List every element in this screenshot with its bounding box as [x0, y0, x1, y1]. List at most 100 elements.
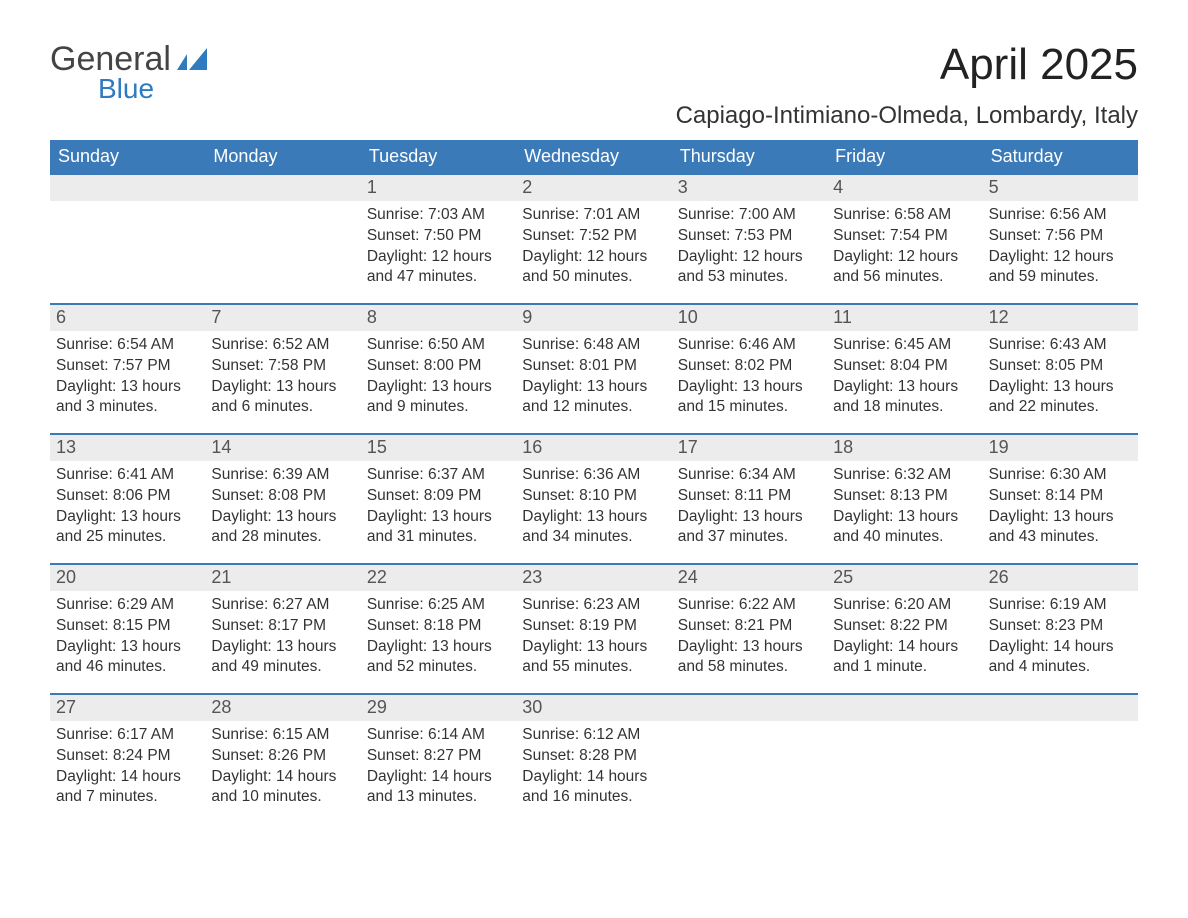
day-number: 15 [361, 435, 516, 461]
day-details: Sunrise: 6:17 AMSunset: 8:24 PMDaylight:… [50, 721, 205, 815]
sunrise-text: Sunrise: 6:50 AM [367, 335, 510, 355]
daylight-text: Daylight: 14 hours and 16 minutes. [522, 767, 665, 807]
calendar: Sunday Monday Tuesday Wednesday Thursday… [50, 140, 1138, 823]
day-cell: 5Sunrise: 6:56 AMSunset: 7:56 PMDaylight… [983, 175, 1138, 303]
daylight-text: Daylight: 13 hours and 31 minutes. [367, 507, 510, 547]
sunrise-text: Sunrise: 6:19 AM [989, 595, 1132, 615]
dayname-thu: Thursday [672, 140, 827, 173]
day-cell: 19Sunrise: 6:30 AMSunset: 8:14 PMDayligh… [983, 435, 1138, 563]
day-number: 28 [205, 695, 360, 721]
daylight-text: Daylight: 14 hours and 4 minutes. [989, 637, 1132, 677]
day-number: 1 [361, 175, 516, 201]
sunset-text: Sunset: 8:06 PM [56, 486, 199, 506]
daylight-text: Daylight: 13 hours and 52 minutes. [367, 637, 510, 677]
logo: General Blue [50, 40, 207, 105]
day-details: Sunrise: 6:27 AMSunset: 8:17 PMDaylight:… [205, 591, 360, 685]
day-details: Sunrise: 6:23 AMSunset: 8:19 PMDaylight:… [516, 591, 671, 685]
day-number: 8 [361, 305, 516, 331]
day-details: Sunrise: 6:41 AMSunset: 8:06 PMDaylight:… [50, 461, 205, 555]
week-row: 1Sunrise: 7:03 AMSunset: 7:50 PMDaylight… [50, 173, 1138, 303]
sunrise-text: Sunrise: 6:56 AM [989, 205, 1132, 225]
sunset-text: Sunset: 8:26 PM [211, 746, 354, 766]
day-details: Sunrise: 7:01 AMSunset: 7:52 PMDaylight:… [516, 201, 671, 295]
day-cell: 11Sunrise: 6:45 AMSunset: 8:04 PMDayligh… [827, 305, 982, 433]
sunset-text: Sunset: 8:23 PM [989, 616, 1132, 636]
day-number: 17 [672, 435, 827, 461]
sunset-text: Sunset: 8:21 PM [678, 616, 821, 636]
sunset-text: Sunset: 8:01 PM [522, 356, 665, 376]
day-cell: 8Sunrise: 6:50 AMSunset: 8:00 PMDaylight… [361, 305, 516, 433]
sunset-text: Sunset: 8:28 PM [522, 746, 665, 766]
sunset-text: Sunset: 7:52 PM [522, 226, 665, 246]
day-details: Sunrise: 6:25 AMSunset: 8:18 PMDaylight:… [361, 591, 516, 685]
day-number: 29 [361, 695, 516, 721]
sunrise-text: Sunrise: 6:54 AM [56, 335, 199, 355]
sunrise-text: Sunrise: 7:01 AM [522, 205, 665, 225]
sunrise-text: Sunrise: 6:45 AM [833, 335, 976, 355]
day-cell: 15Sunrise: 6:37 AMSunset: 8:09 PMDayligh… [361, 435, 516, 563]
day-details: Sunrise: 6:20 AMSunset: 8:22 PMDaylight:… [827, 591, 982, 685]
day-number: 30 [516, 695, 671, 721]
sunset-text: Sunset: 8:27 PM [367, 746, 510, 766]
day-cell: 26 Sunrise: 6:19 AMSunset: 8:23 PMDayligh… [983, 565, 1138, 693]
weeks-container: 1Sunrise: 7:03 AMSunset: 7:50 PMDaylight… [50, 173, 1138, 823]
daylight-text: Daylight: 13 hours and 25 minutes. [56, 507, 199, 547]
day-number [672, 695, 827, 721]
day-details: Sunrise: 6:30 AMSunset: 8:14 PMDaylight:… [983, 461, 1138, 555]
week-row: 20Sunrise: 6:29 AMSunset: 8:15 PMDayligh… [50, 563, 1138, 693]
day-cell [50, 175, 205, 303]
day-cell [983, 695, 1138, 823]
sunrise-text: Sunrise: 6:41 AM [56, 465, 199, 485]
day-details: Sunrise: 6:52 AMSunset: 7:58 PMDaylight:… [205, 331, 360, 425]
day-cell: 13Sunrise: 6:41 AMSunset: 8:06 PMDayligh… [50, 435, 205, 563]
daylight-text: Daylight: 13 hours and 40 minutes. [833, 507, 976, 547]
sunset-text: Sunset: 7:54 PM [833, 226, 976, 246]
day-number: 19 [983, 435, 1138, 461]
daylight-text: Daylight: 14 hours and 1 minute. [833, 637, 976, 677]
dayname-sun: Sunday [50, 140, 205, 173]
day-number [983, 695, 1138, 721]
header: General Blue April 2025 Capiago-Intimian… [50, 40, 1138, 130]
sunset-text: Sunset: 8:10 PM [522, 486, 665, 506]
day-details: Sunrise: 6:12 AMSunset: 8:28 PMDaylight:… [516, 721, 671, 815]
day-details: Sunrise: 6:50 AMSunset: 8:00 PMDaylight:… [361, 331, 516, 425]
day-cell: 21Sunrise: 6:27 AMSunset: 8:17 PMDayligh… [205, 565, 360, 693]
sunset-text: Sunset: 8:13 PM [833, 486, 976, 506]
daylight-text: Daylight: 12 hours and 47 minutes. [367, 247, 510, 287]
day-details: Sunrise: 6:15 AMSunset: 8:26 PMDaylight:… [205, 721, 360, 815]
sunrise-text: Sunrise: 6:36 AM [522, 465, 665, 485]
day-cell [827, 695, 982, 823]
daylight-text: Daylight: 13 hours and 34 minutes. [522, 507, 665, 547]
day-cell: 20Sunrise: 6:29 AMSunset: 8:15 PMDayligh… [50, 565, 205, 693]
daylight-text: Daylight: 14 hours and 7 minutes. [56, 767, 199, 807]
daylight-text: Daylight: 13 hours and 3 minutes. [56, 377, 199, 417]
day-number: 6 [50, 305, 205, 331]
day-details: Sunrise: 6:58 AMSunset: 7:54 PMDaylight:… [827, 201, 982, 295]
title-block: April 2025 Capiago-Intimiano-Olmeda, Lom… [676, 40, 1138, 130]
day-details: Sunrise: 6:14 AMSunset: 8:27 PMDaylight:… [361, 721, 516, 815]
day-details: Sunrise: 7:03 AMSunset: 7:50 PMDaylight:… [361, 201, 516, 295]
day-details: Sunrise: 6:34 AMSunset: 8:11 PMDaylight:… [672, 461, 827, 555]
sunrise-text: Sunrise: 7:03 AM [367, 205, 510, 225]
sunrise-text: Sunrise: 6:23 AM [522, 595, 665, 615]
day-number [827, 695, 982, 721]
dayname-sat: Saturday [983, 140, 1138, 173]
week-row: 6Sunrise: 6:54 AMSunset: 7:57 PMDaylight… [50, 303, 1138, 433]
sunset-text: Sunset: 8:14 PM [989, 486, 1132, 506]
day-number: 9 [516, 305, 671, 331]
dayname-wed: Wednesday [516, 140, 671, 173]
day-number: 26 [983, 565, 1138, 591]
sunset-text: Sunset: 8:24 PM [56, 746, 199, 766]
day-cell: 10Sunrise: 6:46 AMSunset: 8:02 PMDayligh… [672, 305, 827, 433]
sunrise-text: Sunrise: 6:27 AM [211, 595, 354, 615]
day-cell [672, 695, 827, 823]
dayname-fri: Friday [827, 140, 982, 173]
day-cell: 29Sunrise: 6:14 AMSunset: 8:27 PMDayligh… [361, 695, 516, 823]
day-number: 2 [516, 175, 671, 201]
day-number [50, 175, 205, 201]
day-cell: 2Sunrise: 7:01 AMSunset: 7:52 PMDaylight… [516, 175, 671, 303]
day-cell: 3Sunrise: 7:00 AMSunset: 7:53 PMDaylight… [672, 175, 827, 303]
day-cell: 14Sunrise: 6:39 AMSunset: 8:08 PMDayligh… [205, 435, 360, 563]
daylight-text: Daylight: 13 hours and 58 minutes. [678, 637, 821, 677]
location-label: Capiago-Intimiano-Olmeda, Lombardy, Ital… [676, 102, 1138, 130]
